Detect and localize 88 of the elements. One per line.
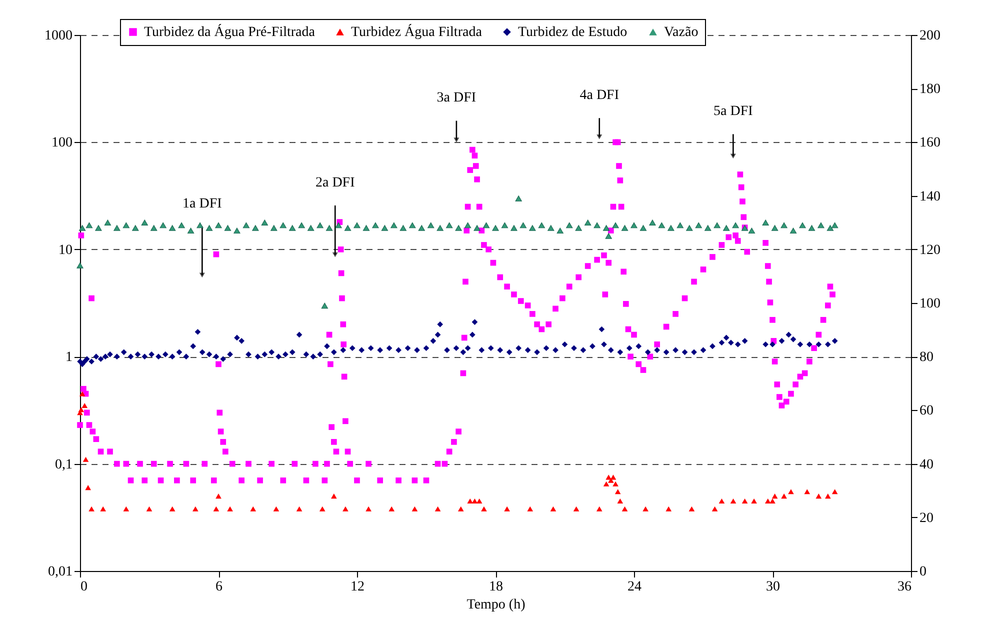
y-tick-label: 10 bbox=[58, 242, 72, 258]
y-tick-label: 1000 bbox=[44, 28, 72, 44]
point bbox=[216, 494, 222, 499]
y2-tick-label: 40 bbox=[920, 457, 934, 472]
point bbox=[123, 506, 130, 512]
x-tick-label: 12 bbox=[350, 580, 364, 594]
legend-label: Turbidez Água Filtrada bbox=[351, 23, 483, 40]
point bbox=[227, 506, 233, 512]
legend-label: Turbidez de Estudo bbox=[518, 25, 628, 40]
point bbox=[192, 506, 198, 512]
point bbox=[666, 506, 672, 512]
x-tick-label: 36 bbox=[898, 580, 912, 594]
point bbox=[319, 506, 326, 512]
y2-tick-label: 60 bbox=[920, 404, 934, 419]
point bbox=[273, 506, 280, 512]
point bbox=[481, 506, 487, 512]
annotation: 4a DFI bbox=[580, 88, 620, 103]
point bbox=[832, 489, 838, 494]
point bbox=[434, 506, 441, 512]
point bbox=[169, 506, 176, 512]
point bbox=[82, 402, 88, 408]
annotation: 1a DFI bbox=[182, 196, 222, 212]
y2-tick-label: 20 bbox=[920, 510, 934, 526]
point bbox=[82, 456, 89, 462]
annotation: 3a DFI bbox=[436, 90, 476, 106]
point bbox=[617, 498, 624, 504]
point bbox=[78, 407, 84, 412]
y2-tick-label: 200 bbox=[920, 28, 940, 44]
y2-tick-label: 120 bbox=[920, 242, 940, 258]
point bbox=[366, 506, 372, 512]
x-tick-label: 6 bbox=[216, 580, 222, 594]
x-axis-title: Tempo (h) bbox=[466, 598, 526, 612]
y2-tick-label: 80 bbox=[920, 350, 934, 366]
point bbox=[85, 485, 91, 490]
point bbox=[412, 506, 418, 512]
point bbox=[824, 494, 831, 499]
point bbox=[458, 506, 464, 512]
annotation: 2a DFI bbox=[315, 175, 356, 190]
point bbox=[331, 494, 337, 499]
y2-tick-label: 180 bbox=[920, 82, 940, 98]
point bbox=[816, 494, 822, 499]
y2-tick-label: 100 bbox=[920, 296, 940, 312]
point bbox=[504, 506, 510, 512]
y-tick-label: 1 bbox=[66, 350, 72, 366]
annotation: 5a DFI bbox=[714, 104, 754, 120]
point bbox=[770, 498, 776, 504]
x-tick-label: 24 bbox=[628, 580, 642, 594]
point bbox=[730, 498, 736, 504]
y-tick-label: 0,1 bbox=[55, 457, 72, 472]
point bbox=[146, 506, 152, 512]
point bbox=[527, 506, 534, 512]
point bbox=[718, 498, 725, 504]
point bbox=[688, 506, 695, 512]
point bbox=[388, 506, 395, 512]
legend-label: Vazão bbox=[664, 25, 698, 40]
point bbox=[742, 498, 748, 504]
point bbox=[550, 506, 556, 512]
point bbox=[804, 489, 810, 494]
point bbox=[88, 506, 94, 512]
point bbox=[100, 506, 106, 512]
point bbox=[712, 506, 718, 512]
point bbox=[764, 498, 771, 504]
y-tick-label: 100 bbox=[52, 136, 72, 151]
point bbox=[612, 481, 618, 486]
point bbox=[296, 506, 302, 512]
point bbox=[751, 498, 757, 504]
point bbox=[642, 506, 648, 512]
point bbox=[79, 391, 86, 396]
x-tick-label: 18 bbox=[489, 580, 503, 594]
point bbox=[342, 506, 348, 512]
point bbox=[573, 506, 580, 512]
point bbox=[772, 494, 778, 499]
point bbox=[614, 489, 621, 494]
y2-tick-label: 160 bbox=[920, 136, 940, 151]
legend-label: Turbidez da Água Pré-Filtrada bbox=[144, 23, 316, 40]
point bbox=[608, 478, 614, 483]
y2-tick-label: 0 bbox=[920, 564, 926, 580]
x-tick-label: 30 bbox=[766, 580, 780, 594]
y2-tick-label: 140 bbox=[920, 189, 940, 204]
x-tick-label: 0 bbox=[80, 580, 88, 594]
point bbox=[781, 494, 787, 499]
point bbox=[250, 506, 256, 512]
point bbox=[213, 506, 220, 512]
point bbox=[603, 481, 610, 486]
point bbox=[788, 489, 794, 494]
point bbox=[596, 506, 602, 512]
point bbox=[622, 506, 628, 512]
y-tick-label: 0,01 bbox=[48, 564, 72, 580]
